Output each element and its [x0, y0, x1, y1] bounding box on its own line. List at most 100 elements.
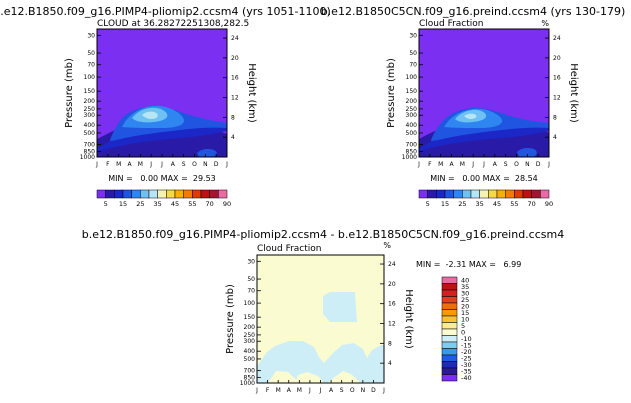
panel-2-contour-1 [464, 113, 477, 120]
panel-3-title: b.e12.B1850.f09_g16.PIMP4-pliomip2.ccsm4… [82, 228, 564, 241]
x-tick-label: M [138, 161, 143, 168]
x-tick-label: F [266, 387, 270, 394]
panel-2: b.e12.B1850C5CN.f09_g16.preind.ccsm4 (yr… [321, 5, 626, 183]
colorbar-label: -15 [461, 341, 472, 349]
x-tick-label: A [127, 161, 132, 168]
colorbar-swatch [441, 289, 458, 297]
y-right-tick-label: 8 [231, 114, 235, 121]
colorbar-panel-2: 5 15 25 35 45 55 70 90 [418, 189, 553, 208]
colorbar-label: 15 [461, 309, 469, 317]
y-tick-label: 150 [244, 314, 256, 321]
colorbar-swatch [479, 189, 489, 199]
colorbar-label: 55 [188, 200, 196, 208]
y-tick-label: 300 [406, 112, 418, 119]
colorbar-swatch [522, 189, 532, 199]
colorbar-swatch [441, 296, 458, 304]
colorbar-label: -10 [461, 335, 472, 343]
colorbar-label: 25 [136, 200, 144, 208]
x-tick-label: N [361, 387, 366, 394]
colorbar-swatch [183, 189, 193, 199]
colorbar-label: 10 [461, 315, 469, 323]
colorbar-swatch [540, 189, 550, 199]
x-tick-label: M [116, 161, 121, 168]
colorbar-swatch [436, 189, 446, 199]
x-tick-label: F [428, 161, 432, 168]
colorbar-label: 45 [171, 200, 179, 208]
panel-3-unit: % [383, 241, 391, 250]
colorbar-swatch [192, 189, 202, 199]
x-tick-label: M [276, 387, 281, 394]
x-tick-label: S [340, 387, 344, 394]
panel-3-stats: MIN = -2.31 MAX = 6.99 [416, 260, 521, 269]
y-right-tick-label: 16 [553, 75, 561, 82]
y-tick-label: 400 [244, 348, 256, 355]
y-tick-label: 850 [84, 148, 96, 155]
panel-1-ylabel-right: Height (km) [246, 63, 257, 123]
y-tick-label: 50 [409, 50, 417, 57]
colorbar-swatch [441, 367, 458, 375]
colorbar-swatch [441, 276, 458, 284]
colorbar-swatch [140, 189, 150, 199]
colorbar-label: 15 [441, 200, 449, 208]
colorbar-label: -20 [461, 348, 472, 356]
colorbar-label: 5 [426, 200, 430, 208]
y-tick-label: 400 [84, 122, 96, 129]
panel-2-plot-area [419, 29, 549, 157]
y-right-tick-label: 16 [388, 301, 396, 308]
colorbar-swatch [441, 361, 458, 369]
x-tick-label: N [203, 161, 208, 168]
panel-3-ylabel: Pressure (mb) [225, 284, 236, 354]
panel-3-plot-area [257, 255, 384, 383]
y-right-tick-label: 8 [553, 114, 557, 121]
colorbar-swatch [441, 302, 458, 310]
colorbar-swatch [441, 348, 458, 356]
y-right-tick-label: 20 [553, 55, 561, 62]
colorbar-label: 35 [476, 200, 484, 208]
panel-3-ylabel-right: Height (km) [403, 289, 414, 349]
y-tick-label: 70 [87, 62, 95, 69]
y-right-tick-label: 12 [553, 95, 561, 102]
colorbar-panel-1: 5 15 25 35 45 55 70 90 [96, 189, 231, 208]
colorbar-swatch [441, 315, 458, 323]
y-tick-label: 250 [84, 106, 96, 113]
x-tick-label: J [547, 161, 550, 168]
panel-1-stats: MIN = 0.00 MAX = 29.53 [108, 174, 216, 183]
x-tick-label: J [255, 387, 258, 394]
x-tick-label: J [471, 161, 474, 168]
panel-1-subtitle: CLOUD at 36.28272251308,282.5 [97, 19, 249, 29]
y-tick-label: 100 [244, 300, 256, 307]
y-tick-label: 200 [406, 98, 418, 105]
x-tick-label: N [525, 161, 530, 168]
x-tick-label: A [171, 161, 176, 168]
colorbar-swatch [441, 374, 458, 382]
panel-1-contour-0 [197, 149, 217, 157]
panel-2-ylabel: Pressure (mb) [386, 58, 397, 128]
colorbar-label: 25 [461, 296, 469, 304]
x-tick-label: J [160, 161, 163, 168]
y-tick-label: 1000 [240, 380, 255, 387]
y-tick-label: 250 [406, 106, 418, 113]
panel-3-contour-lower [257, 341, 384, 383]
y-tick-label: 50 [87, 50, 95, 57]
colorbar-label: -30 [461, 361, 472, 369]
panel-3-contour-upper [323, 292, 357, 322]
y-right-tick-label: 12 [388, 321, 396, 328]
colorbar-swatch [218, 189, 228, 199]
x-tick-label: A [449, 161, 454, 168]
colorbar-swatch [441, 322, 458, 330]
colorbar-swatch [462, 189, 472, 199]
y-tick-label: 50 [247, 276, 255, 283]
y-tick-label: 200 [84, 98, 96, 105]
y-tick-label: 700 [244, 368, 256, 375]
y-tick-label: 1000 [402, 154, 417, 161]
y-tick-label: 700 [406, 142, 418, 149]
x-tick-label: M [297, 387, 302, 394]
y-right-tick-label: 20 [231, 55, 239, 62]
x-tick-label: J [95, 161, 98, 168]
x-tick-label: S [504, 161, 508, 168]
x-tick-label: O [192, 161, 197, 168]
colorbar-swatch [531, 189, 541, 199]
y-tick-label: 400 [406, 122, 418, 129]
y-tick-label: 70 [409, 62, 417, 69]
colorbar-label: 55 [510, 200, 518, 208]
